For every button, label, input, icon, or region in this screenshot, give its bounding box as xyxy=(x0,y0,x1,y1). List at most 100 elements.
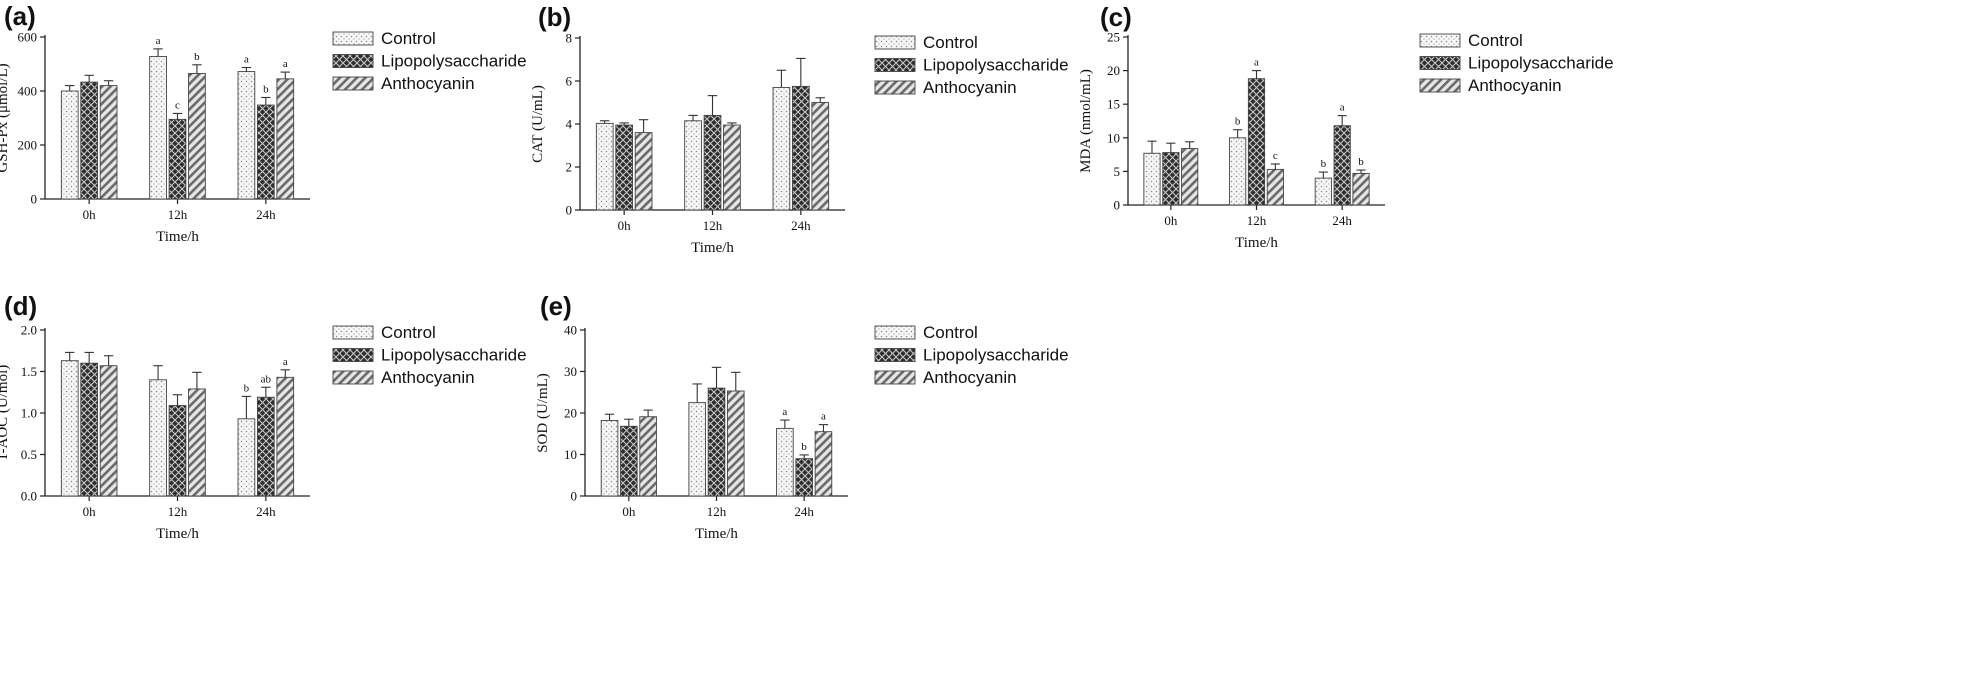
bar-anthocyanin-24h xyxy=(276,376,295,497)
legend-label: Lipopolysaccharide xyxy=(923,346,1069,365)
chart-panel-c: (c) 0 5 10 15 20 25 MDA (nmol/mL) 0h 12h b a c 24h b a b… xyxy=(1078,2,1614,251)
x-tick-label: 0h xyxy=(83,207,97,222)
x-tick-label: 24h xyxy=(1332,213,1352,228)
bar-lipopolysaccharide-0h xyxy=(80,81,99,200)
significance-letter: a xyxy=(283,58,288,70)
legend-swatch xyxy=(874,80,916,95)
bar-anthocyanin-12h xyxy=(723,124,741,211)
bar-lipopolysaccharide-12h xyxy=(1247,78,1266,206)
bar-control-0h xyxy=(600,420,619,497)
significance-letter: a xyxy=(156,35,161,47)
y-tick-label: 200 xyxy=(18,138,38,153)
legend-label: Control xyxy=(923,33,978,52)
bar-control-0h xyxy=(1143,152,1161,206)
x-tick-label: 0h xyxy=(618,218,632,233)
bar-control-0h xyxy=(60,360,79,497)
x-tick-label: 24h xyxy=(791,218,811,233)
x-tick-label: 24h xyxy=(794,504,814,519)
panel-label: (d) xyxy=(4,291,37,321)
legend-swatch xyxy=(332,76,374,91)
bar-anthocyanin-0h xyxy=(99,85,118,200)
bar-lipopolysaccharide-24h xyxy=(256,104,275,200)
significance-letter: ab xyxy=(261,373,272,385)
legend-label: Anthocyanin xyxy=(923,368,1017,387)
significance-letter: a xyxy=(283,356,288,368)
y-tick-label: 0.5 xyxy=(21,447,37,462)
panel-label: (c) xyxy=(1100,2,1132,32)
y-tick-label: 30 xyxy=(564,364,577,379)
chart-panel-d: (d) 0.0 0.5 1.0 1.5 2.0 T-AOC (U/mol) 0h 12h 24h b… xyxy=(0,291,527,542)
bar-lipopolysaccharide-12h xyxy=(703,114,722,211)
significance-letter: b xyxy=(244,382,250,394)
bar-anthocyanin-0h xyxy=(634,132,653,211)
significance-letter: a xyxy=(244,54,249,66)
significance-letter: b xyxy=(1321,158,1327,170)
y-tick-label: 15 xyxy=(1107,97,1120,112)
y-tick-label: 40 xyxy=(564,323,577,338)
bar-lipopolysaccharide-24h xyxy=(256,396,275,497)
x-tick-label: 12h xyxy=(168,504,188,519)
bar-lipopolysaccharide-24h xyxy=(795,458,813,497)
legend-swatch xyxy=(332,31,374,46)
bar-control-24h xyxy=(237,71,256,200)
y-tick-label: 0 xyxy=(1114,198,1121,213)
y-tick-label: 10 xyxy=(1107,130,1120,145)
y-tick-label: 5 xyxy=(1114,164,1121,179)
bar-anthocyanin-12h xyxy=(727,390,745,497)
chart-panel-a: (a) 0 200 400 600 GSH-Px (μmol/L) 0h 12h a c b 24h a… xyxy=(0,1,527,245)
y-tick-label: 1.0 xyxy=(21,406,37,421)
bar-lipopolysaccharide-0h xyxy=(615,124,634,211)
y-tick-label: 1.5 xyxy=(21,364,37,379)
legend-swatch xyxy=(1419,78,1461,93)
bar-control-12h xyxy=(149,379,167,497)
x-tick-label: 0h xyxy=(1164,213,1178,228)
bar-anthocyanin-24h xyxy=(811,102,830,211)
bar-anthocyanin-0h xyxy=(1181,148,1199,206)
bar-control-12h xyxy=(149,55,167,200)
legend-swatch xyxy=(1419,56,1461,70)
legend-swatch xyxy=(874,35,916,50)
bar-anthocyanin-24h xyxy=(276,78,295,200)
bar-anthocyanin-24h xyxy=(1352,172,1370,206)
legend-label: Lipopolysaccharide xyxy=(381,52,527,71)
bar-control-12h xyxy=(1229,137,1247,206)
x-tick-label: 24h xyxy=(256,207,276,222)
bar-anthocyanin-12h xyxy=(188,72,206,200)
chart-panel-b: (b) 0 2 4 6 8 CAT (U/mL) 0h 12h 24h Time/h Control L… xyxy=(530,2,1069,256)
significance-letter: b xyxy=(801,441,807,453)
y-axis-label: T-AOC (U/mol) xyxy=(0,365,11,462)
y-tick-label: 600 xyxy=(18,30,38,45)
bar-anthocyanin-24h xyxy=(814,431,833,497)
legend-swatch xyxy=(874,325,916,340)
bar-lipopolysaccharide-0h xyxy=(80,362,99,497)
legend-swatch xyxy=(874,370,916,385)
legend-swatch xyxy=(332,370,374,385)
legend-swatch xyxy=(1419,33,1461,48)
x-tick-label: 12h xyxy=(1247,213,1267,228)
bar-lipopolysaccharide-12h xyxy=(707,387,726,497)
y-tick-label: 400 xyxy=(18,84,38,99)
legend-label: Control xyxy=(923,323,978,342)
x-tick-label: 12h xyxy=(703,218,723,233)
bar-lipopolysaccharide-12h xyxy=(168,118,187,200)
significance-letter: a xyxy=(782,406,787,418)
bar-lipopolysaccharide-12h xyxy=(168,405,187,497)
y-tick-label: 20 xyxy=(1107,63,1120,78)
y-tick-label: 2 xyxy=(566,160,573,175)
y-axis-label: GSH-Px (μmol/L) xyxy=(0,63,11,172)
x-axis-label: Time/h xyxy=(156,526,199,542)
significance-letter: b xyxy=(194,51,200,63)
y-tick-label: 25 xyxy=(1107,30,1120,45)
x-tick-label: 24h xyxy=(256,504,276,519)
legend-label: Control xyxy=(381,323,436,342)
bar-anthocyanin-12h xyxy=(188,388,206,497)
significance-letter: a xyxy=(1340,102,1345,114)
legend: Control Lipopolysaccharide Anthocyanin xyxy=(1419,31,1614,95)
panel-label: (a) xyxy=(4,1,36,31)
bar-control-24h xyxy=(776,427,794,497)
legend: Control Lipopolysaccharide Anthocyanin xyxy=(332,29,527,93)
legend: Control Lipopolysaccharide Anthocyanin xyxy=(874,33,1069,97)
y-tick-label: 2.0 xyxy=(21,323,37,338)
bar-control-24h xyxy=(1314,177,1332,206)
legend-label: Control xyxy=(1468,31,1523,50)
